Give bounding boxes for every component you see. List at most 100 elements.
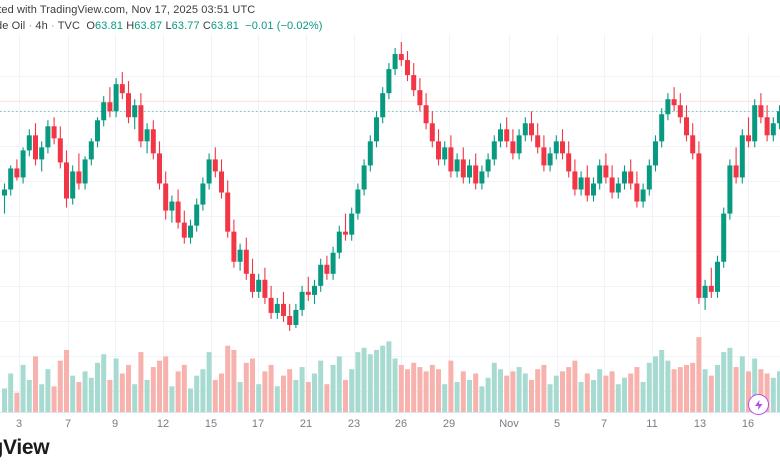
close-label: C (202, 20, 211, 32)
volume-bar (206, 352, 212, 412)
volume-bar (646, 362, 652, 412)
candle-body (343, 231, 348, 235)
candle-body (491, 141, 497, 160)
legend-separator-1: · (25, 20, 36, 32)
candle-body (690, 135, 696, 154)
volume-bar (770, 377, 776, 412)
volume-bar (566, 367, 572, 412)
candle-body (150, 129, 156, 154)
candle-body (498, 129, 503, 142)
candle-body (237, 249, 243, 262)
volume-bar (380, 345, 386, 412)
candle-body (591, 183, 596, 196)
candle-body (45, 126, 51, 148)
candle-body (95, 120, 100, 142)
volume-bar (70, 375, 76, 412)
candle-body (70, 171, 76, 199)
candle-body (126, 93, 131, 118)
candle-body (473, 165, 479, 184)
chart-plot-area[interactable] (0, 34, 780, 412)
candle-body (14, 168, 20, 178)
candle-body (634, 183, 640, 202)
bolt-glyph (754, 399, 762, 410)
volume-bar (491, 362, 497, 412)
volume-bar (299, 367, 305, 412)
candle-body (566, 153, 572, 172)
volume-bar (361, 347, 367, 412)
volume-bar (392, 358, 398, 412)
volume-bar (318, 360, 324, 412)
candle-body (169, 201, 175, 211)
volume-bar (2, 388, 7, 412)
candle-body (504, 129, 510, 142)
candle-body (467, 165, 472, 178)
volume-bar (485, 377, 491, 412)
candle-body (107, 102, 113, 112)
candle-body (721, 213, 727, 262)
candle-body (312, 285, 317, 295)
volume-bar (578, 382, 584, 412)
volume-bar (553, 375, 559, 412)
candle-body (82, 159, 88, 184)
legend-separator-2: · (47, 20, 58, 32)
volume-bar (169, 386, 175, 412)
volume-bar (231, 349, 237, 412)
candle-body (374, 117, 379, 142)
candle-body (144, 129, 150, 142)
volume-bar (281, 375, 286, 412)
volume-bar (535, 369, 541, 412)
volume-bar (696, 337, 702, 412)
volume-bar (715, 364, 720, 412)
volume-bar (591, 379, 596, 412)
candle-body (442, 147, 448, 160)
volume-bar (386, 341, 392, 412)
time-axis-tick: 12 (156, 418, 170, 430)
candle-body (665, 99, 671, 115)
candle-body (101, 102, 107, 121)
volume-bar (144, 379, 150, 412)
time-axis-tick: Nov (499, 418, 519, 430)
candle-body (33, 135, 38, 160)
candle-body (367, 141, 373, 166)
volume-bar (479, 386, 485, 412)
volume-bar (659, 349, 665, 412)
candle-body (597, 165, 603, 184)
candle-body (8, 168, 14, 190)
volume-bar (157, 360, 162, 412)
volume-bar (8, 373, 14, 412)
open-value: 63.81 (95, 20, 124, 32)
bolt-icon[interactable] (748, 394, 769, 415)
candle-body (392, 54, 398, 70)
volume-bar (690, 362, 696, 412)
volume-bar (95, 362, 100, 412)
candle-body (702, 285, 708, 298)
volume-bar (764, 373, 770, 412)
close-value: 63.81 (210, 20, 239, 32)
candle-body (398, 54, 404, 61)
exchange-label: TVC (57, 20, 81, 32)
volume-bar (355, 352, 361, 412)
volume-bar (733, 367, 739, 412)
candle-body (355, 189, 361, 214)
time-axis-tick: 21 (299, 418, 313, 430)
volume-bar (572, 360, 578, 412)
time-axis-tick: 11 (646, 418, 658, 430)
volume-bar (336, 356, 342, 412)
candle-body (20, 150, 26, 178)
candle-body (113, 84, 119, 112)
volume-bar (665, 360, 671, 412)
volume-bar (256, 384, 262, 412)
candle-body (219, 171, 224, 193)
volume-bar (243, 362, 249, 412)
volume-bar (107, 379, 113, 412)
candle-body (361, 165, 367, 190)
volume-bar (510, 371, 516, 412)
time-axis[interactable]: 3 7 9 12 15 17 21 23 26 29 Nov 5 7 11 13 16 (0, 412, 780, 439)
time-axis-tick: 3 (15, 418, 23, 430)
current-price-line (0, 34, 780, 412)
candle-body (2, 189, 7, 196)
volume-bar (516, 367, 522, 412)
volume-bar (758, 369, 764, 412)
candle-body (746, 135, 751, 142)
candle-body (206, 159, 212, 184)
